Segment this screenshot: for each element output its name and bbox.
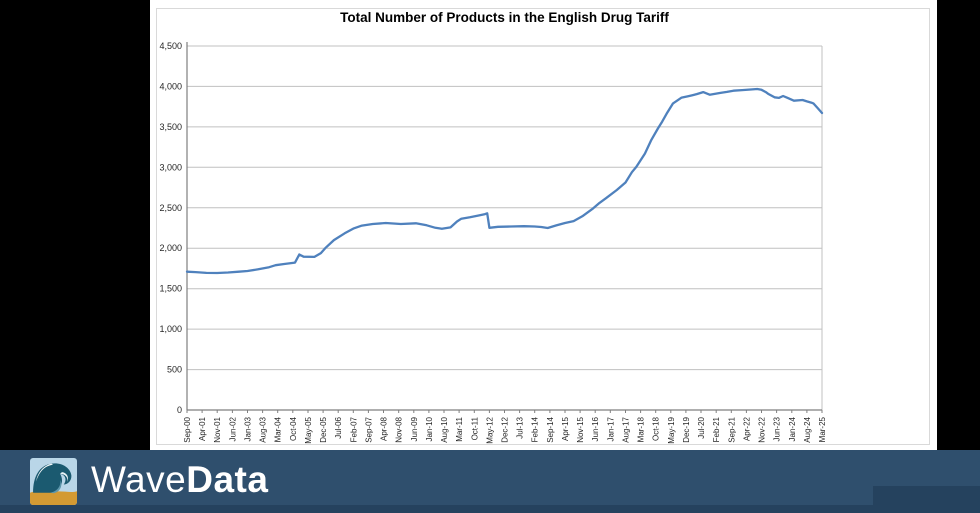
y-tick-label: 3,000 bbox=[159, 162, 182, 172]
x-tick-label: Oct-04 bbox=[289, 416, 298, 441]
y-tick-label: 3,500 bbox=[159, 122, 182, 132]
x-tick-label: Mar-25 bbox=[818, 416, 827, 442]
footer-bottom-strip bbox=[0, 505, 980, 513]
wave-logo-curl-highlight bbox=[50, 479, 62, 494]
y-tick-label: 4,000 bbox=[159, 81, 182, 91]
x-tick-label: Aug-10 bbox=[440, 416, 449, 442]
x-tick-label: Feb-07 bbox=[349, 416, 358, 442]
x-tick-label: Apr-08 bbox=[380, 416, 389, 441]
x-tick-label: Apr-22 bbox=[742, 416, 751, 441]
chart-title: Total Number of Products in the English … bbox=[340, 10, 669, 25]
wavedata-wordmark: WaveData bbox=[91, 461, 268, 502]
wavedata-brand: WaveData bbox=[30, 457, 268, 506]
chart-panel: Total Number of Products in the English … bbox=[150, 0, 937, 450]
x-tick-label: Feb-21 bbox=[712, 416, 721, 442]
y-tick-label: 1,000 bbox=[159, 324, 182, 334]
x-tick-label: Jan-17 bbox=[606, 416, 615, 441]
x-tick-label: Nov-01 bbox=[213, 416, 222, 442]
footer-brand-bar: WaveData bbox=[0, 450, 980, 513]
x-tick-label: Sep-00 bbox=[183, 416, 192, 442]
x-tick-label: Nov-22 bbox=[758, 416, 767, 442]
x-tick-label: Nov-15 bbox=[576, 416, 585, 442]
x-tick-label: Jul-06 bbox=[334, 416, 343, 438]
chart-panel-border bbox=[156, 8, 930, 445]
x-tick-label: Jul-13 bbox=[516, 416, 525, 438]
wave-logo-icon bbox=[30, 458, 77, 505]
x-tick-label: Apr-15 bbox=[561, 416, 570, 441]
data-series-line bbox=[185, 87, 824, 275]
y-tick-label: 2,500 bbox=[159, 203, 182, 213]
x-tick-label: May-12 bbox=[485, 416, 494, 443]
wave-logo-wave bbox=[33, 463, 72, 493]
x-tick-label: Dec-05 bbox=[319, 416, 328, 442]
x-tick-label: Apr-01 bbox=[198, 416, 207, 441]
y-tick-label: 2,000 bbox=[159, 243, 182, 253]
x-tick-label: Sep-14 bbox=[546, 416, 555, 442]
x-tick-label: Jan-24 bbox=[788, 416, 797, 441]
x-tick-label: Jun-09 bbox=[410, 416, 419, 441]
x-tick-label: Feb-14 bbox=[531, 416, 540, 442]
x-tick-label: Mar-18 bbox=[637, 416, 646, 442]
x-tick-label: Jul-20 bbox=[697, 416, 706, 438]
x-tick-label: Sep-07 bbox=[364, 416, 373, 442]
x-tick-label: Sep-21 bbox=[727, 416, 736, 442]
x-tick-label: Nov-08 bbox=[395, 416, 404, 442]
y-tick-label: 500 bbox=[167, 365, 182, 375]
x-tick-label: Jan-10 bbox=[425, 416, 434, 441]
footer-corner-shade bbox=[873, 486, 980, 513]
x-tick-label: Jun-23 bbox=[773, 416, 782, 441]
x-tick-label: May-05 bbox=[304, 416, 313, 443]
y-tick-label: 4,500 bbox=[159, 41, 182, 51]
x-tick-label: Dec-12 bbox=[501, 416, 510, 442]
y-tick-label: 1,500 bbox=[159, 284, 182, 294]
wave-logo-sand bbox=[30, 491, 77, 505]
wave-logo-crest-foam bbox=[60, 472, 69, 483]
wordmark-wave: Wave bbox=[91, 459, 187, 500]
x-tick-label: Aug-03 bbox=[259, 416, 268, 442]
x-tick-label: Mar-04 bbox=[274, 416, 283, 442]
x-tick-label: May-19 bbox=[667, 416, 676, 443]
x-tick-label: Oct-11 bbox=[470, 416, 479, 440]
x-tick-label: Aug-24 bbox=[803, 416, 812, 442]
wave-logo-foam bbox=[36, 463, 53, 482]
x-tick-label: Mar-11 bbox=[455, 416, 464, 441]
x-tick-label: Oct-18 bbox=[652, 416, 661, 441]
x-tick-label: Aug-17 bbox=[622, 416, 631, 442]
wordmark-data: Data bbox=[186, 459, 269, 500]
y-tick-label: 0 bbox=[177, 405, 182, 415]
x-tick-label: Dec-19 bbox=[682, 416, 691, 442]
x-tick-label: Jan-03 bbox=[244, 416, 253, 441]
line-chart-plot: 0 500 1,000 1,500 2,000 2,500 3,000 3,500 4,000 4… bbox=[159, 41, 827, 444]
x-tick-label: Jun-02 bbox=[228, 416, 237, 441]
x-tick-label: Jun-16 bbox=[591, 416, 600, 441]
